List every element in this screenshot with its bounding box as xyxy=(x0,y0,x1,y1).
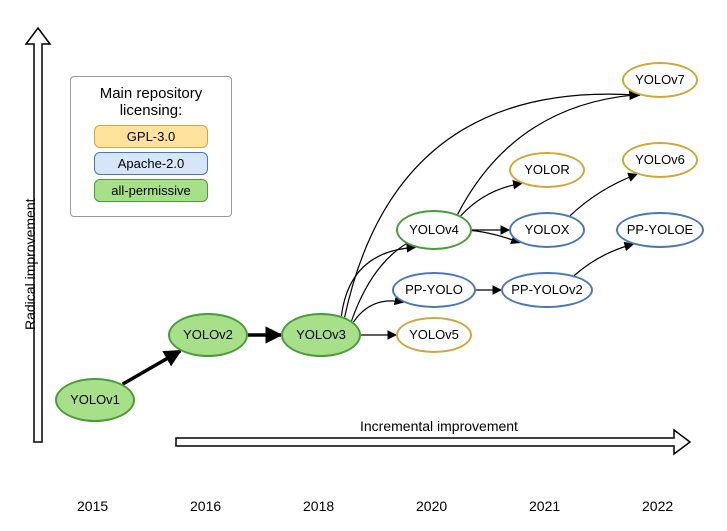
axis-label-vertical: Radical improvement xyxy=(22,199,38,331)
node-yolov2: YOLOv2 xyxy=(168,313,248,357)
legend-pill-apache-2-0: Apache-2.0 xyxy=(94,152,208,175)
edge-yolov3-ppyolo xyxy=(353,301,403,322)
edge-yolox-yolov6 xyxy=(570,174,637,215)
year-label-2016: 2016 xyxy=(190,498,221,514)
edge-yolov1-yolov2 xyxy=(123,351,181,384)
node-yolor: YOLOR xyxy=(509,152,585,188)
year-label-2018: 2018 xyxy=(303,498,334,514)
year-label-2015: 2015 xyxy=(77,498,108,514)
edge-ppyolov2-ppyoloe xyxy=(574,244,633,275)
year-label-2021: 2021 xyxy=(529,498,560,514)
node-ppyolo: PP-YOLO xyxy=(392,272,476,308)
year-label-2020: 2020 xyxy=(416,498,447,514)
node-yolov3: YOLOv3 xyxy=(281,313,361,357)
node-yolov7: YOLOv7 xyxy=(622,62,698,98)
node-ppyoloe: PP-YOLOE xyxy=(616,212,704,248)
node-yolov6: YOLOv6 xyxy=(622,142,698,178)
legend-box: Main repository licensing: GPL-3.0 Apache… xyxy=(70,76,232,217)
diagram-stage: Main repository licensing: GPL-3.0 Apache… xyxy=(0,0,727,531)
axis-label-horizontal: Incremental improvement xyxy=(360,418,518,434)
edge-yolov3-yolov7 xyxy=(345,94,640,317)
node-yolov4: YOLOv4 xyxy=(396,210,472,250)
legend-pill-gpl-3-0: GPL-3.0 xyxy=(94,125,208,148)
node-ppyolov2: PP-YOLOv2 xyxy=(501,272,593,308)
legend-pill-all-permissive: all-permissive xyxy=(94,179,208,202)
node-yolov5: YOLOv5 xyxy=(396,317,472,353)
node-yolox: YOLOX xyxy=(509,212,585,248)
node-yolov1: YOLOv1 xyxy=(55,378,135,422)
year-label-2022: 2022 xyxy=(642,498,673,514)
legend-title: Main repository licensing: xyxy=(81,85,221,119)
edge-yolov4-yolor xyxy=(461,183,522,215)
